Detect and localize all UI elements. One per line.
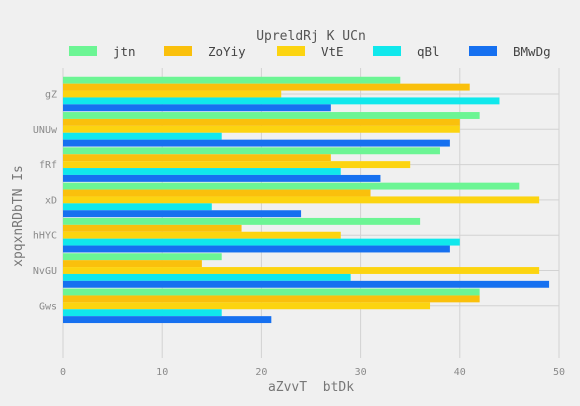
bar-qBl-Gws — [63, 309, 222, 317]
legend-label-ZoYiy: ZoYiy — [208, 44, 246, 59]
bar-jtn-Gws — [63, 288, 480, 296]
bar-BMwDg-Gws — [63, 316, 272, 324]
y-tick-label: xD — [45, 195, 57, 206]
x-axis-label: aZvvT btDk — [268, 380, 354, 395]
legend-label-VtE: VtE — [321, 44, 344, 59]
bar-jtn-hHYC — [63, 217, 421, 225]
bar-ZoYiy-NvGU — [63, 260, 202, 268]
bar-jtn-NvGU — [63, 253, 222, 261]
bar-jtn-gZ — [63, 76, 401, 84]
bar-qBl-xD — [63, 203, 212, 211]
y-tick-label: Gws — [39, 301, 57, 312]
y-tick-label: fRf — [39, 160, 57, 171]
legend-swatch-jtn — [69, 46, 97, 56]
x-tick-label: 50 — [553, 367, 565, 378]
bar-BMwDg-fRf — [63, 174, 381, 182]
bar-qBl-UNUw — [63, 132, 222, 140]
y-tick-label: NvGU — [33, 266, 57, 277]
x-tick-label: 20 — [255, 367, 267, 378]
bar-BMwDg-gZ — [63, 104, 331, 112]
x-tick-label: 40 — [454, 367, 466, 378]
legend: jtn ZoYiy VtE qBl BMwDg — [69, 44, 551, 59]
bar-qBl-gZ — [63, 97, 500, 105]
tick-labels: 0 10 20 30 40 50 gZ UNUw fRf xD hHYC NvGU Gws — [33, 90, 565, 379]
chart-title: UpreldRj K UCn — [256, 29, 366, 44]
bar-ZoYiy-UNUw — [63, 118, 460, 126]
legend-swatch-VtE — [277, 46, 305, 56]
legend-label-BMwDg: BMwDg — [513, 44, 551, 59]
bar-ZoYiy-hHYC — [63, 224, 242, 232]
legend-label-jtn: jtn — [113, 44, 136, 59]
bar-VtE-hHYC — [63, 231, 341, 239]
bar-qBl-NvGU — [63, 273, 351, 281]
bars — [63, 76, 550, 324]
bar-qBl-hHYC — [63, 238, 460, 246]
bar-VtE-fRf — [63, 161, 411, 169]
legend-swatch-qBl — [373, 46, 401, 56]
bar-BMwDg-NvGU — [63, 280, 550, 288]
bar-jtn-fRf — [63, 147, 440, 155]
bar-qBl-fRf — [63, 168, 341, 175]
y-tick-label: gZ — [45, 90, 57, 101]
x-tick-label: 10 — [156, 367, 168, 378]
bar-BMwDg-hHYC — [63, 245, 450, 253]
bar-jtn-UNUw — [63, 112, 480, 119]
y-axis-label: xpqxnRDbTN Is — [11, 165, 26, 267]
bar-VtE-UNUw — [63, 125, 460, 133]
bar-ZoYiy-fRf — [63, 154, 331, 162]
bar-VtE-gZ — [63, 90, 282, 98]
bar-VtE-NvGU — [63, 267, 540, 274]
x-tick-label: 30 — [355, 367, 367, 378]
bar-VtE-Gws — [63, 302, 431, 310]
bar-ZoYiy-gZ — [63, 83, 470, 91]
bar-BMwDg-UNUw — [63, 139, 450, 147]
bar-ZoYiy-xD — [63, 189, 371, 197]
y-tick-label: UNUw — [33, 125, 58, 136]
bar-ZoYiy-Gws — [63, 295, 480, 303]
legend-label-qBl: qBl — [417, 44, 440, 59]
legend-swatch-ZoYiy — [164, 46, 192, 56]
bar-VtE-xD — [63, 196, 540, 204]
bar-jtn-xD — [63, 182, 520, 190]
x-tick-label: 0 — [60, 367, 66, 378]
legend-swatch-BMwDg — [469, 46, 497, 56]
y-tick-label: hHYC — [33, 231, 57, 242]
bar-BMwDg-xD — [63, 210, 302, 218]
